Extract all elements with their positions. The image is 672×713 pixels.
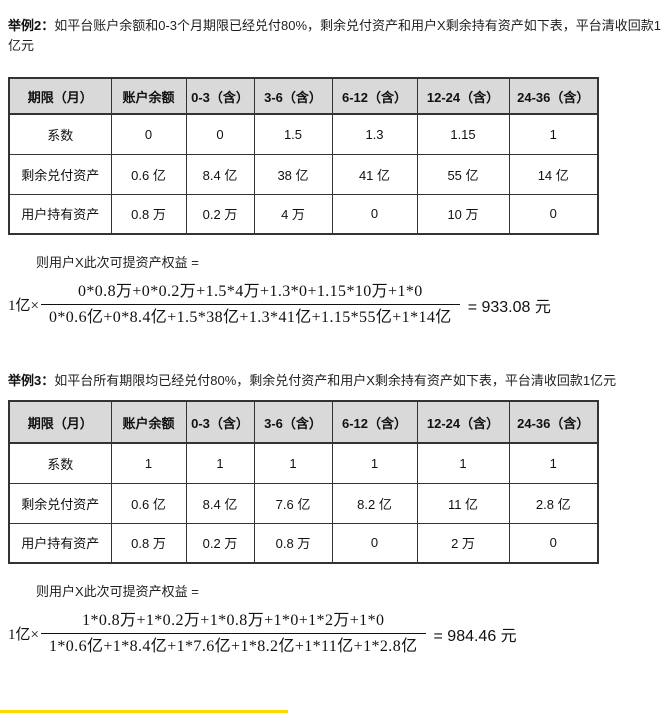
cell: 1 bbox=[110, 442, 187, 484]
cell: 1 bbox=[508, 442, 599, 484]
formula-numerator: 0*0.8万+0*0.2万+1.5*4万+1.3*0+1.15*10万+1*0 bbox=[40, 282, 460, 305]
example3-heading: 举例3：如平台所有期限均已经兑付80%，剩余兑付资产和用户X剩余持有资产如下表，… bbox=[8, 371, 672, 391]
table-row: 用户持有资产 0.8 万 0.2 万 4 万 0 10 万 0 bbox=[8, 193, 599, 235]
cell: 1 bbox=[508, 113, 599, 155]
cell: 0 bbox=[331, 522, 418, 564]
example3-text: 如平台所有期限均已经兑付80%，剩余兑付资产和用户X剩余持有资产如下表，平台清收… bbox=[54, 373, 617, 388]
example2-label: 举例2： bbox=[8, 18, 55, 33]
example2-heading: 举例2：如平台账户余额和0-3个月期限已经兑付80%，剩余兑付资产和用户X剩余持… bbox=[8, 16, 672, 56]
cell: 1.5 bbox=[253, 113, 333, 155]
cell: 0 bbox=[508, 193, 599, 235]
formula-denominator: 1*0.6亿+1*8.4亿+1*7.6亿+1*8.2亿+1*11亿+1*2.8亿 bbox=[48, 638, 418, 655]
cell: 0.6 亿 bbox=[110, 153, 187, 195]
table-row: 剩余兑付资产 0.6 亿 8.4 亿 38 亿 41 亿 55 亿 14 亿 bbox=[8, 153, 599, 195]
cell: 0.2 万 bbox=[185, 193, 255, 235]
header-cell: 账户余额 bbox=[110, 400, 187, 444]
cell: 0 bbox=[110, 113, 187, 155]
header-cell: 0-3（含） bbox=[185, 77, 255, 115]
cell: 4 万 bbox=[253, 193, 333, 235]
cell: 2 万 bbox=[416, 522, 510, 564]
example2-table: 期限（月） 账户余额 0-3（含） 3-6（含） 6-12（含） 12-24（含… bbox=[8, 77, 599, 235]
example2-formula-intro: 则用户X此次可提资产权益 = bbox=[36, 255, 199, 270]
table-row: 用户持有资产 0.8 万 0.2 万 0.8 万 0 2 万 0 bbox=[8, 522, 599, 564]
cell: 1 bbox=[185, 442, 255, 484]
row-label: 剩余兑付资产 bbox=[8, 153, 112, 195]
row-label: 用户持有资产 bbox=[8, 522, 112, 564]
cell: 10 万 bbox=[416, 193, 510, 235]
example2-text: 如平台账户余额和0-3个月期限已经兑付80%，剩余兑付资产和用户X剩余持有资产如… bbox=[8, 18, 661, 53]
cell: 8.2 亿 bbox=[331, 482, 418, 524]
cell: 55 亿 bbox=[416, 153, 510, 195]
formula-numerator: 1*0.8万+1*0.2万+1*0.8万+1*0+1*2万+1*0 bbox=[40, 611, 426, 634]
formula-fraction: 1*0.8万+1*0.2万+1*0.8万+1*0+1*2万+1*0 1*0.6亿… bbox=[40, 611, 426, 656]
example3-table-header-row: 期限（月） 账户余额 0-3（含） 3-6（含） 6-12（含） 12-24（含… bbox=[8, 400, 599, 444]
header-cell: 6-12（含） bbox=[331, 400, 418, 444]
row-label: 剩余兑付资产 bbox=[8, 482, 112, 524]
formula-prefix: 1亿× bbox=[8, 627, 39, 643]
cell: 38 亿 bbox=[253, 153, 333, 195]
cell: 0.2 万 bbox=[185, 522, 255, 564]
cell: 11 亿 bbox=[416, 482, 510, 524]
header-cell: 6-12（含） bbox=[331, 77, 418, 115]
cell: 1.3 bbox=[331, 113, 418, 155]
cell: 0 bbox=[185, 113, 255, 155]
header-cell: 24-36（含） bbox=[508, 400, 599, 444]
cell: 7.6 亿 bbox=[253, 482, 333, 524]
example3-table: 期限（月） 账户余额 0-3（含） 3-6（含） 6-12（含） 12-24（含… bbox=[8, 400, 599, 564]
example3-formula-intro: 则用户X此次可提资产权益 = bbox=[36, 584, 199, 599]
example3-label: 举例3： bbox=[8, 373, 55, 388]
cell: 0.8 万 bbox=[110, 193, 187, 235]
cell: 8.4 亿 bbox=[185, 153, 255, 195]
formula-denominator: 0*0.6亿+0*8.4亿+1.5*38亿+1.3*41亿+1.15*55亿+1… bbox=[48, 309, 452, 326]
cell: 2.8 亿 bbox=[508, 482, 599, 524]
header-cell: 账户余额 bbox=[110, 77, 187, 115]
note-highlighted-text: 注明：举例1中剩余兑付资产数据为初步估算数据 bbox=[0, 710, 289, 713]
formula-prefix: 1亿× bbox=[8, 298, 39, 314]
note-bar: 注明：举例1中剩余兑付资产数据为初步估算数据 bbox=[0, 710, 672, 713]
cell: 8.4 亿 bbox=[185, 482, 255, 524]
header-cell: 24-36（含） bbox=[508, 77, 599, 115]
cell: 14 亿 bbox=[508, 153, 599, 195]
row-label: 用户持有资产 bbox=[8, 193, 112, 235]
formula-fraction: 0*0.8万+0*0.2万+1.5*4万+1.3*0+1.15*10万+1*0 … bbox=[40, 282, 460, 327]
cell: 41 亿 bbox=[331, 153, 418, 195]
cell: 0.6 亿 bbox=[110, 482, 187, 524]
example2-table-header-row: 期限（月） 账户余额 0-3（含） 3-6（含） 6-12（含） 12-24（含… bbox=[8, 77, 599, 115]
formula-result: = 984.46 元 bbox=[433, 627, 517, 645]
cell: 1.15 bbox=[416, 113, 510, 155]
row-label: 系数 bbox=[8, 113, 112, 155]
example3-formula: 1亿× 1*0.8万+1*0.2万+1*0.8万+1*0+1*2万+1*0 1*… bbox=[8, 611, 672, 656]
cell: 1 bbox=[416, 442, 510, 484]
header-cell: 期限（月） bbox=[8, 77, 112, 115]
header-cell: 期限（月） bbox=[8, 400, 112, 444]
formula-result: = 933.08 元 bbox=[467, 298, 551, 316]
row-label: 系数 bbox=[8, 442, 112, 484]
cell: 0.8 万 bbox=[110, 522, 187, 564]
header-cell: 12-24（含） bbox=[416, 400, 510, 444]
example2-formula: 1亿× 0*0.8万+0*0.2万+1.5*4万+1.3*0+1.15*10万+… bbox=[8, 282, 672, 327]
header-cell: 3-6（含） bbox=[253, 400, 333, 444]
cell: 0 bbox=[331, 193, 418, 235]
header-cell: 0-3（含） bbox=[185, 400, 255, 444]
table-row: 系数 1 1 1 1 1 1 bbox=[8, 442, 599, 484]
cell: 1 bbox=[253, 442, 333, 484]
cell: 1 bbox=[331, 442, 418, 484]
table-row: 系数 0 0 1.5 1.3 1.15 1 bbox=[8, 113, 599, 155]
header-cell: 3-6（含） bbox=[253, 77, 333, 115]
table-row: 剩余兑付资产 0.6 亿 8.4 亿 7.6 亿 8.2 亿 11 亿 2.8 … bbox=[8, 482, 599, 524]
cell: 0 bbox=[508, 522, 599, 564]
header-cell: 12-24（含） bbox=[416, 77, 510, 115]
cell: 0.8 万 bbox=[253, 522, 333, 564]
